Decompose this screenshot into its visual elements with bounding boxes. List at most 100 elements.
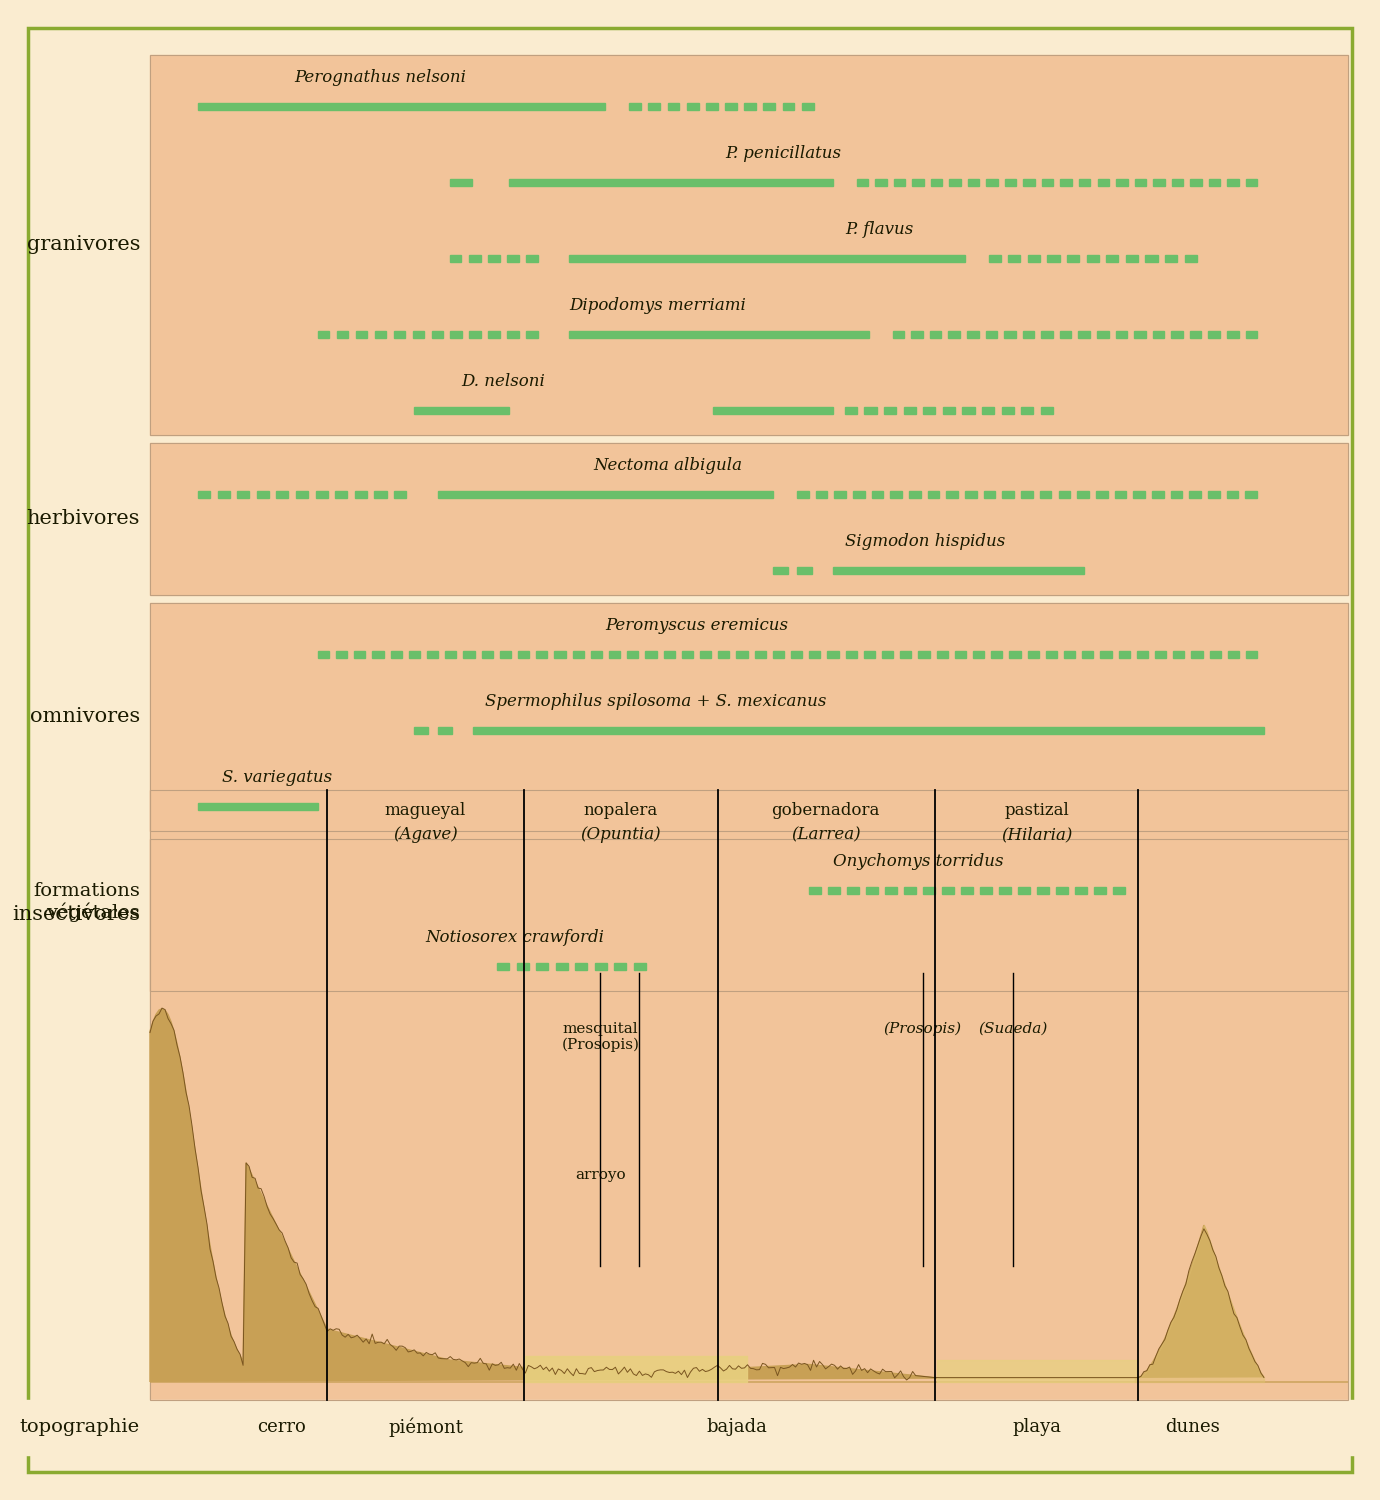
Text: S. variegatus: S. variegatus — [222, 770, 333, 786]
Bar — [150, 790, 1348, 1400]
Bar — [374, 332, 386, 338]
Bar — [570, 332, 869, 338]
Bar — [1005, 332, 1016, 338]
Bar — [150, 603, 1348, 831]
Bar — [1190, 332, 1202, 338]
Bar — [718, 651, 730, 658]
Bar — [1126, 255, 1138, 262]
Bar — [1042, 178, 1053, 186]
Bar — [437, 490, 773, 498]
Bar — [1005, 178, 1017, 186]
Bar — [1038, 886, 1049, 894]
Bar — [1046, 651, 1057, 658]
Bar — [537, 963, 548, 970]
Bar — [943, 406, 955, 414]
Bar — [755, 651, 766, 658]
Bar — [664, 651, 675, 658]
Bar — [853, 490, 865, 498]
Bar — [918, 651, 930, 658]
Bar — [473, 728, 1264, 734]
Bar — [317, 332, 330, 338]
Bar — [912, 178, 923, 186]
Bar — [1173, 651, 1184, 658]
Bar — [960, 886, 973, 894]
Bar — [535, 651, 548, 658]
Bar — [1047, 255, 1060, 262]
Bar — [1191, 651, 1202, 658]
Bar — [1190, 490, 1201, 498]
Bar — [1021, 490, 1032, 498]
Bar — [1097, 178, 1110, 186]
Bar — [489, 332, 500, 338]
Text: piémont: piémont — [388, 1418, 462, 1437]
Bar — [276, 490, 288, 498]
Bar — [973, 651, 984, 658]
Bar — [1115, 490, 1126, 498]
Text: Notiosorex crawfordi: Notiosorex crawfordi — [425, 930, 604, 946]
Bar — [965, 490, 977, 498]
Bar — [1041, 490, 1052, 498]
Bar — [1246, 651, 1257, 658]
Bar — [904, 886, 916, 894]
Bar — [437, 728, 453, 734]
Bar — [464, 651, 475, 658]
Bar — [1246, 490, 1257, 498]
Text: Spermophilus spilosoma + S. mexicanus: Spermophilus spilosoma + S. mexicanus — [486, 693, 827, 711]
Bar — [909, 490, 920, 498]
Bar — [1228, 651, 1239, 658]
Bar — [846, 651, 857, 658]
Bar — [955, 651, 966, 658]
Bar — [1209, 651, 1221, 658]
Bar — [923, 406, 936, 414]
Bar — [1078, 332, 1090, 338]
Bar — [413, 332, 424, 338]
Text: herbivores: herbivores — [26, 510, 139, 528]
Bar — [904, 406, 916, 414]
Bar — [1172, 178, 1183, 186]
Bar — [911, 332, 923, 338]
Bar — [629, 104, 642, 110]
Bar — [257, 490, 269, 498]
Text: Nectoma albigula: Nectoma albigula — [593, 458, 742, 474]
Bar — [700, 651, 711, 658]
Bar — [796, 567, 811, 574]
Text: P. penicillatus: P. penicillatus — [724, 146, 840, 162]
Bar — [1152, 490, 1163, 498]
Bar — [782, 104, 795, 110]
Bar — [885, 886, 897, 894]
Bar — [1028, 651, 1039, 658]
Bar — [1100, 651, 1112, 658]
Bar — [446, 651, 457, 658]
Bar — [737, 651, 748, 658]
Bar — [1067, 255, 1079, 262]
Bar — [893, 332, 904, 338]
Bar — [150, 442, 1348, 596]
Bar — [414, 728, 428, 734]
Bar — [1082, 651, 1093, 658]
Bar — [1134, 332, 1145, 338]
Bar — [526, 255, 538, 262]
Text: pastizal: pastizal — [1005, 802, 1070, 819]
Bar — [962, 406, 974, 414]
Bar — [930, 332, 941, 338]
Bar — [649, 104, 660, 110]
Text: dunes: dunes — [1165, 1419, 1220, 1437]
Bar — [1079, 178, 1090, 186]
Bar — [355, 651, 366, 658]
Bar — [408, 651, 420, 658]
Bar — [763, 104, 776, 110]
Bar — [1021, 406, 1034, 414]
Bar — [1041, 406, 1053, 414]
Bar — [1114, 886, 1125, 894]
Bar — [1002, 490, 1014, 498]
Text: (Larrea): (Larrea) — [791, 827, 861, 843]
Bar — [1137, 651, 1148, 658]
Bar — [450, 332, 462, 338]
Text: omnivores: omnivores — [30, 708, 139, 726]
Bar — [337, 332, 348, 338]
Bar — [1094, 886, 1107, 894]
Bar — [450, 178, 472, 186]
Bar — [864, 651, 875, 658]
Text: cerro: cerro — [258, 1419, 306, 1437]
Bar — [1024, 178, 1035, 186]
